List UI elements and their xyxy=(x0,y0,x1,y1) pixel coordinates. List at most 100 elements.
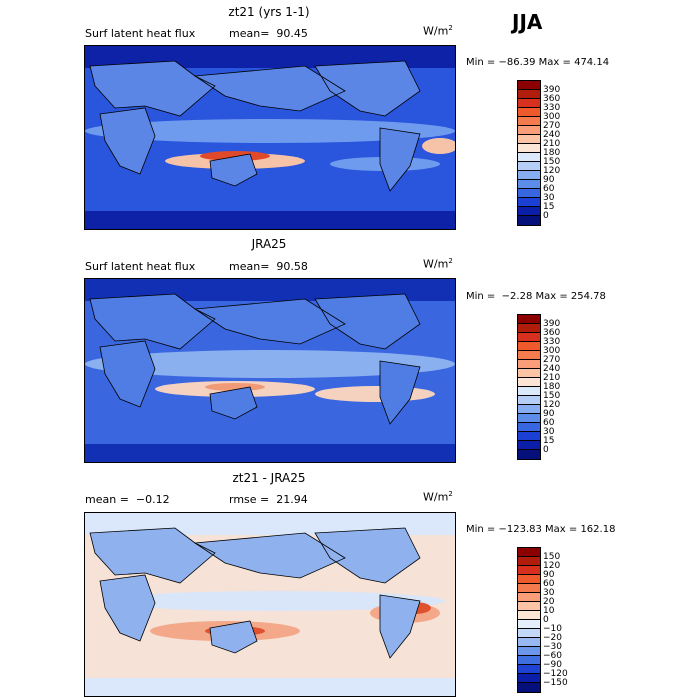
panel2-map-svg xyxy=(85,279,455,462)
panel3-south-america xyxy=(380,595,420,658)
colorbar-swatch xyxy=(518,324,540,333)
colorbar-tick-label: 390 xyxy=(543,85,561,95)
colorbar-tick-label: 90 xyxy=(543,175,555,185)
colorbar-tick-label: 210 xyxy=(543,373,561,383)
colorbar-swatch xyxy=(518,441,540,450)
panel2-africa xyxy=(100,341,155,407)
panel2-title: JRA25 xyxy=(251,237,287,251)
panel1-africa xyxy=(100,108,155,174)
colorbar-swatch xyxy=(518,683,540,692)
colorbar-swatch xyxy=(518,108,540,117)
colorbar-swatch xyxy=(518,423,540,432)
colorbar-tick-label: 330 xyxy=(543,337,561,347)
colorbar-tick-label: 240 xyxy=(543,364,561,374)
panel3-map-svg xyxy=(85,513,455,696)
panel2-mean: mean= 90.58 xyxy=(229,260,308,273)
colorbar-swatch xyxy=(518,162,540,171)
panel3-colorbar xyxy=(517,547,541,693)
colorbar-swatch xyxy=(518,342,540,351)
colorbar-tick-label: 390 xyxy=(543,319,561,329)
panel3-minmax: Min = −123.83 Max = 162.18 xyxy=(466,524,616,535)
colorbar-swatch xyxy=(518,333,540,342)
colorbar-swatch xyxy=(518,647,540,656)
colorbar-tick-label: −60 xyxy=(543,651,562,661)
panel3-map xyxy=(84,512,456,697)
colorbar-swatch xyxy=(518,629,540,638)
panel3-coastlines xyxy=(89,527,421,659)
colorbar-tick-label: 270 xyxy=(543,355,561,365)
colorbar-swatch xyxy=(518,117,540,126)
colorbar-swatch xyxy=(518,674,540,683)
colorbar-tick-label: 120 xyxy=(543,400,561,410)
colorbar-swatch xyxy=(518,315,540,324)
panel2-south-america xyxy=(380,361,420,424)
panel1-colorbar xyxy=(517,80,541,226)
colorbar-tick-label: −10 xyxy=(543,624,562,634)
panel2-field-label: Surf latent heat flux xyxy=(85,260,196,273)
colorbar-tick-label: 210 xyxy=(543,139,561,149)
colorbar-tick-label: 0 xyxy=(543,211,549,221)
colorbar-tick-label: −150 xyxy=(543,678,568,688)
colorbar-tick-label: 0 xyxy=(543,445,549,455)
panel1-mean: mean= 90.45 xyxy=(229,27,308,40)
colorbar-tick-label: 360 xyxy=(543,328,561,338)
colorbar-tick-label: 90 xyxy=(543,409,555,419)
colorbar-tick-label: 150 xyxy=(543,391,561,401)
colorbar-tick-label: 150 xyxy=(543,552,561,562)
colorbar-swatch xyxy=(518,593,540,602)
panel1-minmax: Min = −86.39 Max = 474.14 xyxy=(466,57,610,68)
colorbar-tick-label: 300 xyxy=(543,112,561,122)
colorbar-swatch xyxy=(518,665,540,674)
colorbar-tick-label: 30 xyxy=(543,588,555,598)
panel3-units: W/m2 xyxy=(423,490,453,504)
colorbar-tick-label: 330 xyxy=(543,103,561,113)
colorbar-swatch xyxy=(518,189,540,198)
colorbar-swatch xyxy=(518,378,540,387)
colorbar-swatch xyxy=(518,566,540,575)
colorbar-tick-label: −120 xyxy=(543,669,568,679)
colorbar-swatch xyxy=(518,216,540,225)
season-label: JJA xyxy=(512,10,543,34)
colorbar-swatch xyxy=(518,171,540,180)
colorbar-tick-label: 15 xyxy=(543,436,555,446)
colorbar-swatch xyxy=(518,90,540,99)
panel3-title: zt21 - JRA25 xyxy=(232,471,306,485)
colorbar-swatch xyxy=(518,369,540,378)
colorbar-swatch xyxy=(518,387,540,396)
colorbar-tick-label: 240 xyxy=(543,130,561,140)
colorbar-swatch xyxy=(518,405,540,414)
colorbar-tick-label: 60 xyxy=(543,184,555,194)
colorbar-tick-label: 150 xyxy=(543,157,561,167)
colorbar-tick-label: 15 xyxy=(543,202,555,212)
colorbar-tick-label: 180 xyxy=(543,382,561,392)
panel1-map-svg xyxy=(85,46,455,229)
panel3-eurasia xyxy=(90,528,215,583)
colorbar-swatch xyxy=(518,126,540,135)
panel1-indian-peak xyxy=(200,151,270,161)
colorbar-tick-label: 120 xyxy=(543,166,561,176)
colorbar-swatch xyxy=(518,450,540,459)
colorbar-tick-label: 90 xyxy=(543,570,555,580)
colorbar-swatch xyxy=(518,557,540,566)
panel1-field-label: Surf latent heat flux xyxy=(85,27,196,40)
colorbar-tick-label: 10 xyxy=(543,606,555,616)
colorbar-swatch xyxy=(518,153,540,162)
colorbar-swatch xyxy=(518,638,540,647)
panel2-colorbar xyxy=(517,314,541,460)
panel1-australia xyxy=(210,154,257,186)
colorbar-swatch xyxy=(518,180,540,189)
colorbar-swatch xyxy=(518,575,540,584)
panel1-antarctic xyxy=(85,211,455,229)
colorbar-swatch xyxy=(518,135,540,144)
panel2-itcz-band xyxy=(85,350,455,378)
panel1-title: zt21 (yrs 1-1) xyxy=(228,5,310,19)
panel2-north-america xyxy=(315,294,420,349)
panel2-minmax: Min = −2.28 Max = 254.78 xyxy=(466,291,606,302)
colorbar-tick-label: 60 xyxy=(543,579,555,589)
panel3-mean: mean = −0.12 xyxy=(85,493,170,506)
colorbar-swatch xyxy=(518,360,540,369)
panel3-north-america xyxy=(315,528,420,583)
colorbar-tick-label: 270 xyxy=(543,121,561,131)
colorbar-tick-label: 30 xyxy=(543,427,555,437)
panel1-itcz-band xyxy=(85,119,455,143)
